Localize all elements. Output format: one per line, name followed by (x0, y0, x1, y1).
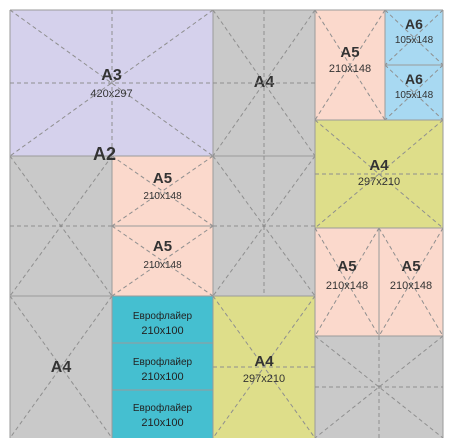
euroflyer-3-size: 210x100 (141, 417, 184, 429)
fold-diagonals (385, 65, 443, 120)
sheet-a6-top-name: A6 (405, 16, 423, 32)
sheet-a4-bottom-mid-name: A4 (254, 353, 274, 370)
sheet-a4-bottom-left-name: A4 (50, 359, 72, 376)
fold-diagonals (10, 296, 112, 438)
sheet-euroflyer-1: Еврофлайер 210x100 (112, 296, 213, 343)
sheet-a4-bottom-left: A4 (10, 296, 112, 438)
sheet-a5-mid-1-size: 210x148 (143, 191, 182, 202)
fold-diagonal (385, 65, 443, 120)
fold-diagonal (385, 10, 443, 65)
sheet-a5-mid-2-size: 210x148 (143, 260, 182, 271)
fold-diagonal (385, 65, 443, 120)
sheet-a3-name: A3 (101, 67, 122, 84)
sheet-a6-bottom-size: 105x148 (394, 90, 434, 101)
sheet-a5-right-1-size: 210x148 (325, 280, 369, 292)
sheet-a5-top: A5 210x148 (315, 10, 385, 120)
sheet-a5-right-2: A5 210x148 (379, 228, 443, 336)
euroflyer-2-name: Еврофлайер (132, 357, 193, 368)
sheet-a4-bottom-mid-size: 297x210 (242, 373, 286, 385)
euroflyer-2-size: 210x100 (141, 371, 184, 383)
sheet-a6-bottom-name: A6 (405, 71, 423, 87)
fold-diagonal (10, 296, 112, 438)
sheet-a5-mid-1-name: A5 (152, 170, 173, 187)
sheet-a5-right-2-size: 210x148 (389, 280, 433, 292)
fold-diagonals (213, 10, 315, 156)
sheet-a5-top-size: 210x148 (328, 63, 372, 75)
fold-diagonal (213, 10, 315, 156)
sheet-a6-top-size: 105x148 (394, 35, 434, 46)
fold-diagonal (315, 10, 385, 120)
sheet-a6-top: A6 105x148 (385, 10, 443, 65)
sheet-a5-right-1-name: A5 (337, 258, 357, 275)
euroflyer-3-name: Еврофлайер (132, 403, 193, 414)
fold-diagonals (315, 10, 385, 120)
sheet-a5-mid-1: A5 210x148 (112, 156, 213, 226)
sheet-a5-mid-2: A5 210x148 (112, 226, 213, 296)
sheet-a5-right-1: A5 210x148 (315, 228, 379, 336)
sheet-euroflyer-2: Еврофлайер 210x100 (112, 343, 213, 390)
sheet-euroflyer-3: Еврофлайер 210x100 (112, 390, 213, 438)
sheet-a6-bottom: A6 105x148 (385, 65, 443, 120)
euroflyer-1-name: Еврофлайер (132, 311, 193, 322)
fold-diagonal (315, 336, 443, 438)
sheet-a5-mid-2-name: A5 (152, 238, 173, 255)
fold-diagonals (315, 336, 443, 438)
sheet-a5-top-name: A5 (340, 44, 360, 61)
fold-diagonals (385, 10, 443, 65)
fold-diagonal (315, 336, 443, 438)
sheet-a5-right-2-name: A5 (401, 258, 421, 275)
sheet-a4-right-name: A4 (369, 157, 389, 174)
sheet-a4-right-size: 297x210 (357, 176, 401, 188)
euroflyer-1-size: 210x100 (141, 325, 184, 337)
fold-diagonal (213, 10, 315, 156)
sheet-a2-name: A2 (93, 144, 117, 164)
fold-diagonal (385, 10, 443, 65)
